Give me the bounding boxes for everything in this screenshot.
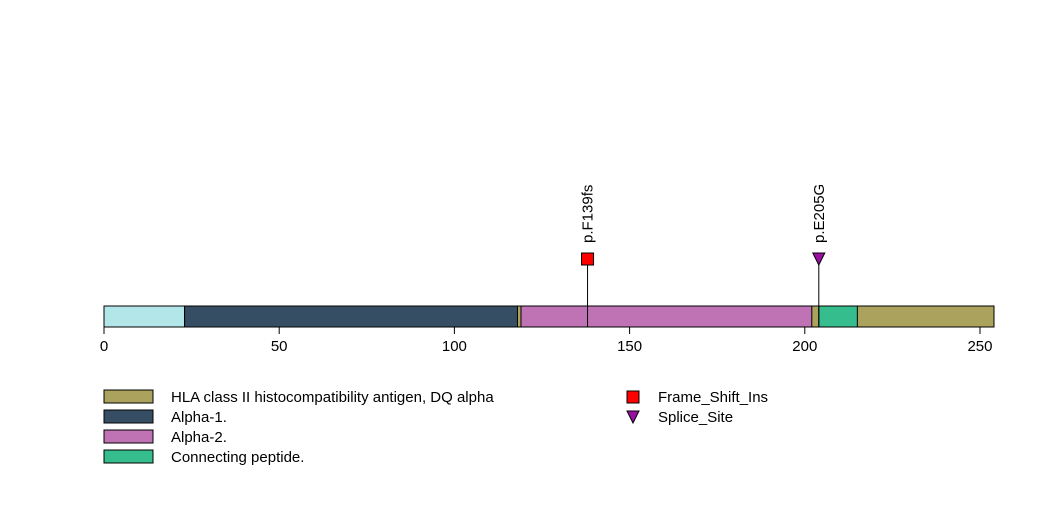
x-tick-label: 100 <box>442 338 467 355</box>
x-tick-label: 50 <box>271 338 288 355</box>
legend-label-mutation-type: Splice_Site <box>658 409 733 426</box>
domain-segment-2 <box>184 305 518 328</box>
x-tick-label: 150 <box>617 338 642 355</box>
domain-segment-4 <box>818 305 858 328</box>
mutation-marker-triangle <box>811 252 826 267</box>
legend-label-mutation-type: Frame_Shift_Ins <box>658 389 768 406</box>
x-tick-label: 0 <box>100 338 108 355</box>
mutation-layer: p.F139fs p.E205G <box>580 184 828 327</box>
x-tick-label: 200 <box>792 338 817 355</box>
x-axis: 0 50 100 150 200 250 <box>100 326 992 355</box>
legend-label-domain: Alpha-2. <box>171 429 227 446</box>
mutation-marker-square <box>581 252 595 266</box>
domain-segment-3 <box>520 305 813 328</box>
legend-label-domain: HLA class II histocompatibility antigen,… <box>171 389 494 406</box>
legend-swatch-domain <box>103 409 154 424</box>
legend-swatch-domain <box>103 389 154 404</box>
legend-marker-square <box>626 390 640 404</box>
domain-layer <box>184 305 995 328</box>
legend-marker-triangle <box>626 410 640 425</box>
legend-label-domain: Connecting peptide. <box>171 449 304 466</box>
legend-swatch-domain <box>103 429 154 444</box>
legend-swatch-domain <box>103 449 154 464</box>
x-tick-label: 250 <box>967 338 992 355</box>
mutation-label: p.E205G <box>811 184 828 243</box>
mutation-label: p.F139fs <box>580 185 597 243</box>
legend-label-domain: Alpha-1. <box>171 409 227 426</box>
legend: HLA class II histocompatibility antigen,… <box>103 389 768 466</box>
